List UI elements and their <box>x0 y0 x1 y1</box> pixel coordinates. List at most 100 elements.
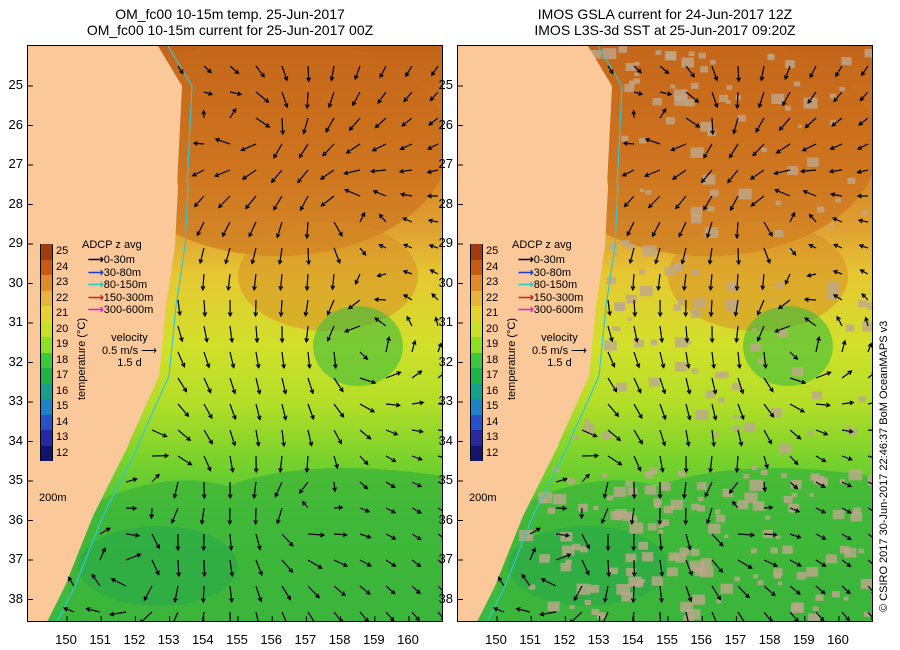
velocity-scale: velocity 0.5 m/s ⟶ 1.5 d <box>102 332 157 369</box>
colorbar-cell <box>470 430 483 446</box>
legend-label: 30-80m <box>103 266 142 279</box>
velocity-speed: 0.5 m/s ⟶ <box>102 345 157 357</box>
isobath-label: 200m <box>39 492 67 504</box>
latitude-tick-label: 37 <box>438 551 453 566</box>
colorbar-cell <box>40 275 53 291</box>
adcp-depth-legend-item: ⟶30-80m <box>518 266 571 279</box>
longitude-tick-label: 158 <box>328 632 351 647</box>
colorbar-cell <box>470 244 483 260</box>
colorbar-value-label: 19 <box>56 338 69 350</box>
colorbar-cell <box>470 337 483 353</box>
longitude-tick-label: 154 <box>191 632 214 647</box>
latitude-tick-label: 31 <box>438 314 453 329</box>
longitude-tick-label: 159 <box>362 632 385 647</box>
right-title-line1: IMOS GSLA current for 24-Jun-2017 12Z <box>537 6 793 22</box>
longitude-tick-label: 156 <box>260 632 283 647</box>
right-map-panel <box>457 45 873 622</box>
longitude-tick-label: 151 <box>89 632 112 647</box>
latitude-tick-label: 31 <box>8 314 23 329</box>
legend-label: 0-30m <box>103 254 135 266</box>
velocity-duration: 1.5 d <box>117 357 142 369</box>
latitude-tick-label: 38 <box>438 590 453 606</box>
longitude-tick-label: 160 <box>827 632 849 647</box>
colorbar-value-label: 18 <box>486 353 499 366</box>
arrow-icon: ⟶ <box>518 291 534 304</box>
colorbar-cell <box>40 352 53 368</box>
arrow-icon: ⟶ <box>88 291 104 304</box>
colorbar-cell <box>40 290 53 306</box>
latitude-tick-label: 29 <box>438 235 453 250</box>
left-map-canvas <box>28 46 442 621</box>
adcp-depth-legend-item: ⟶150-300m <box>518 291 583 304</box>
adcp-depth-legend-item: ⟶300-600m <box>518 303 583 316</box>
latitude-tick-label: 25 <box>438 77 453 92</box>
longitude-tick-label: 158 <box>758 632 781 647</box>
colorbar-value-label: 17 <box>486 369 499 381</box>
colorbar-value-label: 22 <box>56 291 69 304</box>
latitude-tick-label: 27 <box>438 156 453 171</box>
longitude-tick-label: 159 <box>792 632 815 647</box>
colorbar-axis-label: temperature (°C) <box>76 317 88 400</box>
legend-label: 300-600m <box>103 304 154 316</box>
colorbar-cell <box>470 352 483 368</box>
colorbar-cell <box>40 306 53 322</box>
velocity-scale: velocity 0.5 m/s ⟶ 1.5 d <box>532 332 587 369</box>
left-title-line2: OM_fc00 10-15m current for 25-Jun-2017 0… <box>86 22 374 38</box>
adcp-depth-legend-item: ⟶30-80m <box>88 266 141 279</box>
legend-label: 0-30m <box>533 254 565 266</box>
arrow-icon: ⟶ <box>88 304 104 316</box>
colorbar-cell <box>470 290 483 306</box>
isobath-label: 200m <box>469 492 497 504</box>
colorbar-value-label: 14 <box>486 415 499 428</box>
colorbar-cell <box>470 368 483 384</box>
arrow-icon: ⟶ <box>88 254 104 266</box>
adcp-legend-title: ADCP z avg <box>82 239 142 251</box>
longitude-tick-label: 153 <box>157 632 180 647</box>
colorbar-value-label: 20 <box>56 322 69 335</box>
colorbar-cell <box>470 445 483 461</box>
colorbar-value-label: 13 <box>56 431 69 443</box>
longitude-tick-label: 150 <box>485 632 507 647</box>
latitude-tick-label: 35 <box>8 472 23 487</box>
latitude-tick-label: 33 <box>8 393 23 408</box>
adcp-depth-legend-item: ⟶80-150m <box>518 278 577 291</box>
colorbar-cell <box>470 383 483 399</box>
latitude-tick-label: 29 <box>8 235 23 250</box>
colorbar-value-label: 18 <box>56 353 69 366</box>
latitude-tick-label: 36 <box>8 511 23 527</box>
longitude-tick-label: 160 <box>397 632 419 647</box>
left-map-panel <box>27 45 443 622</box>
legend-label: 300-600m <box>533 304 584 316</box>
longitude-tick-label: 153 <box>587 632 610 647</box>
latitude-tick-label: 27 <box>8 156 23 171</box>
colorbar-cell <box>40 259 53 275</box>
longitude-tick-label: 152 <box>123 632 146 647</box>
latitude-tick-label: 26 <box>438 116 453 132</box>
latitude-tick-label: 26 <box>8 116 23 132</box>
colorbar-value-label: 20 <box>486 322 499 335</box>
latitude-tick-label: 34 <box>438 432 453 448</box>
longitude-tick-label: 154 <box>621 632 644 647</box>
adcp-depth-legend-item: ⟶80-150m <box>88 278 147 291</box>
latitude-tick-label: 25 <box>8 77 23 92</box>
colorbar-cell <box>470 321 483 337</box>
longitude-tick-label: 151 <box>519 632 542 647</box>
latitude-tick-label: 28 <box>438 195 453 211</box>
colorbar-value-label: 22 <box>486 291 499 304</box>
colorbar-value-label: 13 <box>486 431 499 443</box>
colorbar-cell <box>470 275 483 291</box>
colorbar-value-label: 21 <box>486 307 499 319</box>
colorbar-cell <box>40 430 53 446</box>
left-panel-title: OM_fc00 10-15m temp. 25-Jun-2017 OM_fc00… <box>30 6 430 38</box>
adcp-legend-title: ADCP z avg <box>512 239 572 251</box>
velocity-label: velocity <box>541 332 578 344</box>
colorbar-cell <box>470 399 483 415</box>
right-map-canvas <box>458 46 872 621</box>
colorbar-value-label: 15 <box>56 400 69 412</box>
latitude-tick-label: 32 <box>438 353 453 369</box>
colorbar-cell <box>470 259 483 275</box>
colorbar-value-label: 25 <box>486 245 499 257</box>
latitude-tick-label: 37 <box>8 551 23 566</box>
longitude-tick-label: 152 <box>553 632 576 647</box>
colorbar-cell <box>40 368 53 384</box>
